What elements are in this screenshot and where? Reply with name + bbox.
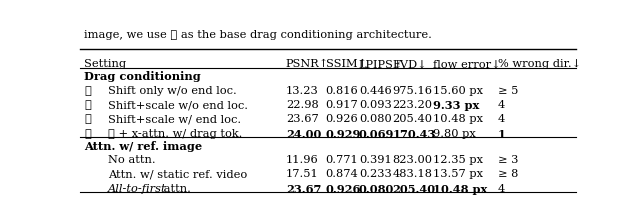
Text: Ⓓ: Ⓓ	[84, 129, 91, 139]
Text: Setting: Setting	[84, 59, 126, 69]
Text: 23.67: 23.67	[286, 184, 321, 195]
Text: 0.093: 0.093	[359, 100, 392, 110]
Text: 23.67: 23.67	[286, 114, 319, 124]
Text: 13.23: 13.23	[286, 86, 319, 96]
Text: 4: 4	[498, 184, 505, 194]
Text: ≥ 8: ≥ 8	[498, 169, 518, 179]
Text: Shift+scale w/o end loc.: Shift+scale w/o end loc.	[108, 100, 248, 110]
Text: 0.926: 0.926	[326, 114, 358, 124]
Text: FVD↓: FVD↓	[392, 59, 427, 69]
Text: 17.51: 17.51	[286, 169, 319, 179]
Text: PSNR↑: PSNR↑	[286, 59, 329, 69]
Text: 10.48 px: 10.48 px	[433, 114, 483, 124]
Text: 0.926: 0.926	[326, 184, 361, 195]
Text: SSIM↑: SSIM↑	[326, 59, 367, 69]
Text: 0.771: 0.771	[326, 155, 358, 165]
Text: LPIPS↓: LPIPS↓	[359, 59, 403, 69]
Text: ≥ 3: ≥ 3	[498, 155, 518, 165]
Text: 10.48 px: 10.48 px	[433, 184, 488, 195]
Text: No attn.: No attn.	[108, 155, 156, 165]
Text: 13.57 px: 13.57 px	[433, 169, 483, 179]
Text: 0.080: 0.080	[359, 184, 394, 195]
Text: 0.874: 0.874	[326, 169, 358, 179]
Text: 11.96: 11.96	[286, 155, 319, 165]
Text: attn.: attn.	[160, 184, 191, 194]
Text: 12.35 px: 12.35 px	[433, 155, 483, 165]
Text: 0.929: 0.929	[326, 129, 361, 140]
Text: 0.917: 0.917	[326, 100, 358, 110]
Text: 4: 4	[498, 114, 505, 124]
Text: image, we use Ⓒ as the base drag conditioning architecture.: image, we use Ⓒ as the base drag conditi…	[84, 30, 432, 40]
Text: Shift only w/o end loc.: Shift only w/o end loc.	[108, 86, 237, 96]
Text: 0.069: 0.069	[359, 129, 394, 140]
Text: 9.33 px: 9.33 px	[433, 100, 479, 111]
Text: 975.16: 975.16	[392, 86, 433, 96]
Text: Ⓒ + x-attn. w/ drag tok.: Ⓒ + x-attn. w/ drag tok.	[108, 129, 242, 139]
Text: Ⓐ: Ⓐ	[84, 86, 91, 96]
Text: 1: 1	[498, 129, 506, 140]
Text: All-to-first: All-to-first	[108, 184, 166, 194]
Text: 170.43: 170.43	[392, 129, 436, 140]
Text: 4: 4	[498, 100, 505, 110]
Text: 24.00: 24.00	[286, 129, 321, 140]
Text: 0.816: 0.816	[326, 86, 358, 96]
Text: 0.080: 0.080	[359, 114, 392, 124]
Text: Shift+scale w/ end loc.: Shift+scale w/ end loc.	[108, 114, 241, 124]
Text: 483.18: 483.18	[392, 169, 433, 179]
Text: Drag conditioning: Drag conditioning	[84, 71, 201, 82]
Text: Ⓒ: Ⓒ	[84, 114, 91, 124]
Text: Attn. w/ ref. image: Attn. w/ ref. image	[84, 141, 202, 152]
Text: 0.446: 0.446	[359, 86, 392, 96]
Text: % wrong dir.↓: % wrong dir.↓	[498, 59, 580, 69]
Text: 205.40: 205.40	[392, 184, 436, 195]
Text: 15.60 px: 15.60 px	[433, 86, 483, 96]
Text: flow error↓: flow error↓	[433, 59, 500, 69]
Text: Attn. w/ static ref. video: Attn. w/ static ref. video	[108, 169, 247, 179]
Text: 205.40: 205.40	[392, 114, 433, 124]
Text: ≥ 5: ≥ 5	[498, 86, 518, 96]
Text: 223.20: 223.20	[392, 100, 433, 110]
Text: 823.00: 823.00	[392, 155, 433, 165]
Text: 0.233: 0.233	[359, 169, 392, 179]
Text: 0.391: 0.391	[359, 155, 392, 165]
Text: Ⓑ: Ⓑ	[84, 100, 91, 110]
Text: 22.98: 22.98	[286, 100, 319, 110]
Text: 9.80 px: 9.80 px	[433, 129, 476, 139]
